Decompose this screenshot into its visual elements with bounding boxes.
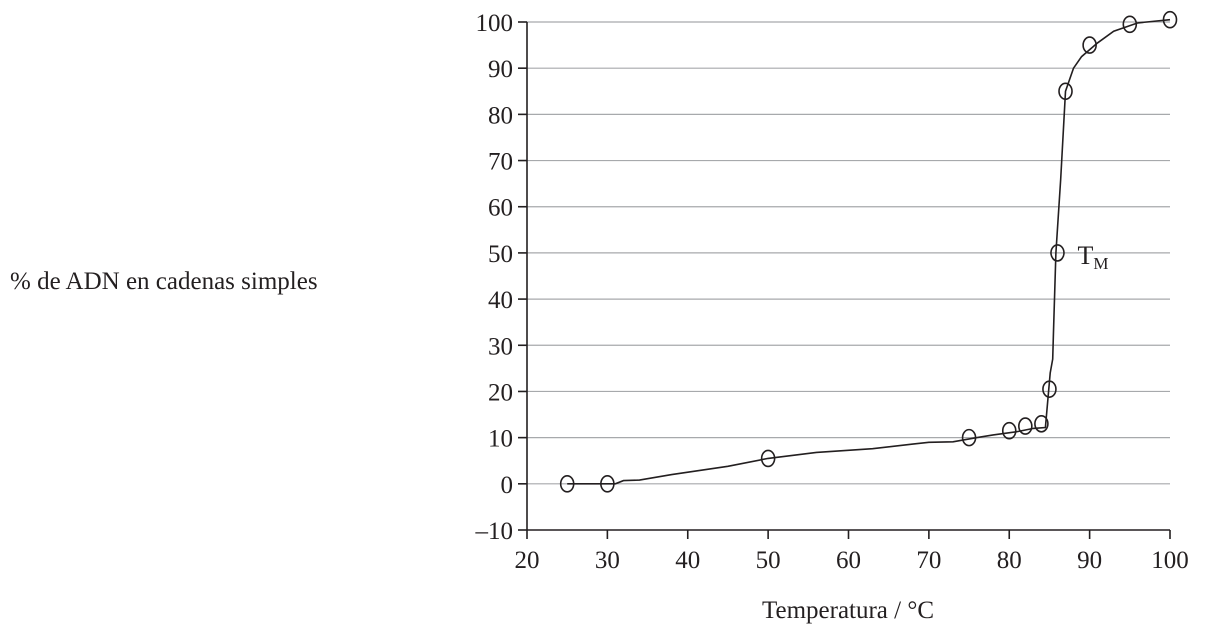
- data-point: [559, 475, 575, 493]
- data-point: [1001, 421, 1017, 440]
- data-point: [1082, 36, 1097, 54]
- y-tick-label: 40: [488, 287, 513, 314]
- y-axis-title: % de ADN en cadenas simples: [10, 268, 318, 295]
- gridlines: [527, 21, 1170, 485]
- y-tick-label: 80: [488, 102, 513, 129]
- y-tick-label: 20: [488, 379, 513, 406]
- x-tick-label: 30: [595, 547, 620, 574]
- data-markers: [559, 10, 1178, 493]
- x-tick-label: 90: [1077, 547, 1102, 574]
- x-tick-label: 100: [1151, 547, 1189, 574]
- tm-annotation-main: T: [1077, 241, 1093, 270]
- y-tick-label: 10: [488, 426, 513, 453]
- x-tick-label: 70: [916, 547, 941, 574]
- data-point: [1162, 10, 1178, 29]
- y-tick-label: 100: [476, 10, 514, 37]
- x-tick-label: 50: [756, 547, 781, 574]
- x-axis-title: Temperatura / °C: [762, 597, 934, 624]
- x-tick-label: 40: [675, 547, 700, 574]
- x-tick-label: 20: [515, 547, 540, 574]
- tm-annotation: TM: [1077, 241, 1108, 273]
- data-point: [1034, 414, 1049, 433]
- axes: –10 0 10 20 30 40 50 60 70 80 90 100 20 30 40 50 60 70 80 9…: [475, 10, 1189, 574]
- y-tick-label: 50: [488, 241, 513, 268]
- data-point: [760, 449, 776, 468]
- data-point: [600, 475, 615, 493]
- x-tick-label: 60: [836, 547, 861, 574]
- data-point: [1042, 380, 1057, 398]
- y-tick-label: 90: [488, 56, 513, 83]
- data-point: [1058, 82, 1073, 101]
- y-tick-label: 0: [501, 472, 514, 499]
- data-point: [1122, 15, 1138, 34]
- y-tick-label: –10: [475, 518, 514, 545]
- y-tick-label: 70: [488, 149, 513, 176]
- y-tick-label: 30: [488, 333, 513, 360]
- tm-annotation-subscript: M: [1093, 254, 1108, 273]
- x-tick-label: 80: [997, 547, 1022, 574]
- data-point: [1050, 244, 1065, 262]
- y-tick-label: 60: [488, 195, 513, 222]
- labels: % de ADN en cadenas simples Temperatura …: [10, 241, 1108, 624]
- series-curve: [567, 18, 1171, 485]
- data-point: [1018, 417, 1033, 435]
- data-point: [961, 428, 977, 447]
- melting-curve: [567, 18, 1171, 485]
